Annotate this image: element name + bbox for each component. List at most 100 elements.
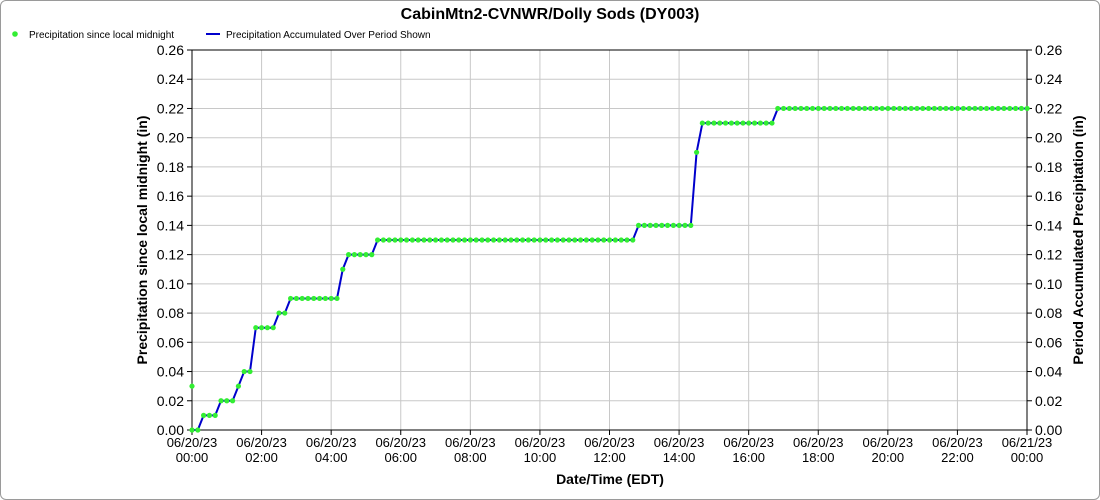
data-point	[409, 237, 415, 243]
x-tick-date: 06/20/23	[306, 435, 357, 450]
data-point	[490, 237, 497, 243]
data-point	[792, 105, 798, 112]
x-tick-date: 06/20/23	[515, 435, 566, 450]
data-point	[299, 295, 305, 302]
data-point	[270, 325, 276, 331]
data-point	[682, 222, 688, 228]
y-tick-label-right: 0.10	[1035, 276, 1062, 292]
x-tick-time: 00:00	[1011, 450, 1044, 465]
y-tick-label-left: 0.16	[157, 188, 184, 204]
data-point	[966, 105, 972, 112]
y-tick-label-right: 0.24	[1035, 71, 1062, 87]
data-point	[218, 398, 224, 404]
data-point	[432, 237, 439, 243]
data-point	[856, 105, 862, 112]
data-point	[293, 295, 299, 302]
data-point	[189, 427, 195, 433]
data-point	[328, 295, 334, 302]
data-point	[734, 120, 740, 126]
data-point	[751, 120, 758, 126]
y-tick-label-left: 0.26	[157, 42, 184, 58]
data-point	[624, 237, 630, 243]
data-point	[786, 105, 792, 112]
data-point	[525, 237, 531, 243]
data-point	[450, 237, 456, 243]
data-point	[386, 237, 392, 243]
x-tick-time: 00:00	[176, 450, 209, 465]
x-tick-date: 06/20/23	[863, 435, 914, 450]
y-tick-label-right: 0.02	[1035, 393, 1062, 409]
x-tick-time: 12:00	[593, 450, 626, 465]
x-axis-label: Date/Time (EDT)	[556, 471, 664, 487]
x-axis: 06/20/2300:0006/20/2302:0006/20/2304:000…	[167, 430, 1052, 465]
legend-label-points: Precipitation since local midnight	[29, 30, 174, 41]
data-point	[914, 105, 920, 112]
data-point	[369, 252, 375, 258]
data-point	[995, 105, 1001, 112]
data-point	[873, 105, 879, 112]
data-point	[728, 120, 734, 126]
x-tick-time: 02:00	[245, 450, 278, 465]
data-point	[635, 222, 642, 228]
data-point	[618, 237, 624, 243]
y-tick-label-right: 0.00	[1035, 422, 1062, 438]
data-point	[363, 252, 369, 258]
y-tick-label-right: 0.04	[1035, 364, 1062, 380]
data-point	[282, 310, 288, 316]
data-point	[496, 237, 502, 243]
data-point	[763, 120, 769, 126]
y-tick-label-left: 0.10	[157, 276, 184, 292]
y-tick-label-right: 0.20	[1035, 130, 1062, 146]
y-tick-label-right: 0.16	[1035, 188, 1062, 204]
data-point	[838, 105, 845, 112]
data-point	[949, 105, 955, 112]
data-point	[519, 237, 526, 243]
y-tick-label-left: 0.24	[157, 71, 184, 87]
data-point	[398, 237, 404, 243]
data-point	[693, 149, 700, 155]
data-point	[577, 237, 584, 243]
y-tick-label-left: 0.20	[157, 130, 184, 146]
data-point	[427, 237, 433, 243]
data-point	[630, 237, 636, 243]
data-point	[548, 237, 555, 243]
data-point	[305, 295, 311, 302]
x-tick-date: 06/20/23	[375, 435, 426, 450]
data-point	[554, 237, 560, 243]
data-point	[757, 120, 763, 126]
data-point	[850, 105, 856, 112]
y-tick-label-right: 0.22	[1035, 100, 1062, 116]
data-point	[421, 237, 427, 243]
data-point	[804, 105, 810, 112]
y-tick-label-left: 0.14	[157, 217, 184, 233]
y-tick-label-right: 0.18	[1035, 159, 1062, 175]
data-point	[1001, 105, 1007, 112]
data-point	[258, 325, 265, 331]
x-tick-time: 20:00	[872, 450, 905, 465]
data-point	[316, 295, 323, 302]
data-point	[670, 222, 676, 228]
x-tick-time: 18:00	[802, 450, 835, 465]
data-point	[699, 120, 705, 126]
data-point	[444, 237, 450, 243]
y-tick-label-right: 0.26	[1035, 42, 1062, 58]
data-point	[711, 120, 717, 126]
data-point	[479, 237, 485, 243]
data-point	[351, 252, 357, 258]
data-point	[572, 237, 578, 243]
data-point	[925, 105, 932, 112]
data-point	[247, 368, 253, 375]
data-point	[943, 105, 949, 112]
data-point	[740, 120, 746, 126]
data-point	[1024, 105, 1030, 112]
data-point	[920, 105, 926, 112]
data-point	[189, 383, 195, 389]
data-point	[601, 237, 607, 243]
data-point	[1018, 105, 1024, 112]
data-point	[514, 237, 520, 243]
data-point	[583, 237, 589, 243]
data-point	[287, 295, 294, 302]
y-tick-label-left: 0.22	[157, 100, 184, 116]
data-point	[212, 412, 218, 418]
